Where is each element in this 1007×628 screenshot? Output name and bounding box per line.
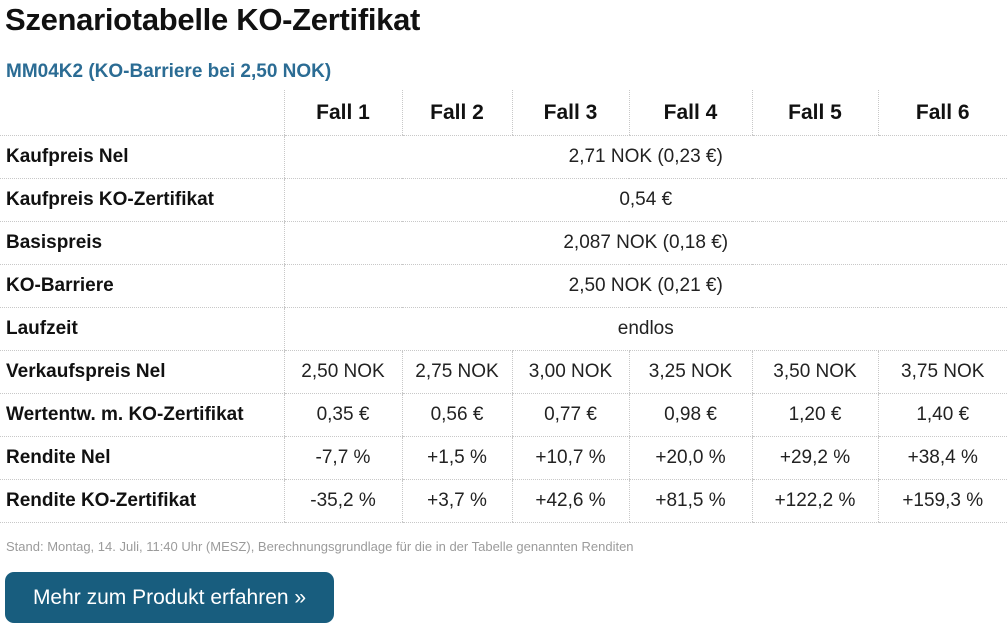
product-subtitle: MM04K2 (KO-Barriere bei 2,50 NOK) [6,61,332,82]
table-row: Wertentw. m. KO-Zertifikat 0,35 € 0,56 €… [0,393,1007,437]
column-header-fall-5: Fall 5 [751,90,878,136]
value-cell: 1,20 € [751,393,878,437]
value-cell: 0,56 € [401,393,512,437]
merged-value-cell: 0,54 € [283,178,1007,222]
row-label: Kaufpreis KO-Zertifikat [0,178,284,222]
scenario-table: Fall 1 Fall 2 Fall 3 Fall 4 Fall 5 Fall … [0,90,1007,523]
row-label: Basispreis [0,221,284,265]
header-corner [0,90,284,136]
row-label: Rendite KO-Zertifikat [0,479,284,523]
table-row: Basispreis 2,087 NOK (0,18 €) [0,221,1007,265]
table-row: Kaufpreis Nel 2,71 NOK (0,23 €) [0,135,1007,179]
value-cell: 3,00 NOK [511,350,629,394]
column-header-fall-3: Fall 3 [511,90,629,136]
row-label: Wertentw. m. KO-Zertifikat [0,393,284,437]
column-header-fall-4: Fall 4 [628,90,752,136]
value-cell: 3,50 NOK [751,350,878,394]
merged-value-cell: 2,50 NOK (0,21 €) [283,264,1007,308]
value-cell: +122,2 % [751,479,878,523]
column-header-fall-2: Fall 2 [401,90,512,136]
value-cell: -35,2 % [283,479,402,523]
value-cell: 2,75 NOK [401,350,512,394]
row-label: Kaufpreis Nel [0,135,284,179]
value-cell: +29,2 % [751,436,878,480]
table-row: Kaufpreis KO-Zertifikat 0,54 € [0,178,1007,222]
value-cell: +81,5 % [628,479,752,523]
value-cell: 0,98 € [628,393,752,437]
table-row: Rendite KO-Zertifikat -35,2 % +3,7 % +42… [0,479,1007,523]
table-row: Rendite Nel -7,7 % +1,5 % +10,7 % +20,0 … [0,436,1007,480]
merged-value-cell: 2,087 NOK (0,18 €) [283,221,1007,265]
table-row: Laufzeit endlos [0,307,1007,351]
value-cell: +38,4 % [877,436,1007,480]
value-cell: 2,50 NOK [283,350,402,394]
value-cell: +20,0 % [628,436,752,480]
learn-more-button[interactable]: Mehr zum Produkt erfahren » [5,572,334,623]
table-header-row: Fall 1 Fall 2 Fall 3 Fall 4 Fall 5 Fall … [0,90,1007,136]
value-cell: +159,3 % [877,479,1007,523]
merged-value-cell: endlos [283,307,1007,351]
table-row: KO-Barriere 2,50 NOK (0,21 €) [0,264,1007,308]
merged-value-cell: 2,71 NOK (0,23 €) [283,135,1007,179]
value-cell: 3,25 NOK [628,350,752,394]
footnote: Stand: Montag, 14. Juli, 11:40 Uhr (MESZ… [6,539,634,554]
row-label: Laufzeit [0,307,284,351]
page-title: Szenariotabelle KO-Zertifikat [5,2,421,37]
value-cell: 0,77 € [511,393,629,437]
column-header-fall-1: Fall 1 [283,90,402,136]
row-label: Rendite Nel [0,436,284,480]
value-cell: -7,7 % [283,436,402,480]
value-cell: +1,5 % [401,436,512,480]
value-cell: 1,40 € [877,393,1007,437]
value-cell: +42,6 % [511,479,629,523]
value-cell: 0,35 € [283,393,402,437]
value-cell: 3,75 NOK [877,350,1007,394]
row-label: KO-Barriere [0,264,284,308]
row-label: Verkaufspreis Nel [0,350,284,394]
column-header-fall-6: Fall 6 [877,90,1007,136]
table-row: Verkaufspreis Nel 2,50 NOK 2,75 NOK 3,00… [0,350,1007,394]
value-cell: +3,7 % [401,479,512,523]
value-cell: +10,7 % [511,436,629,480]
